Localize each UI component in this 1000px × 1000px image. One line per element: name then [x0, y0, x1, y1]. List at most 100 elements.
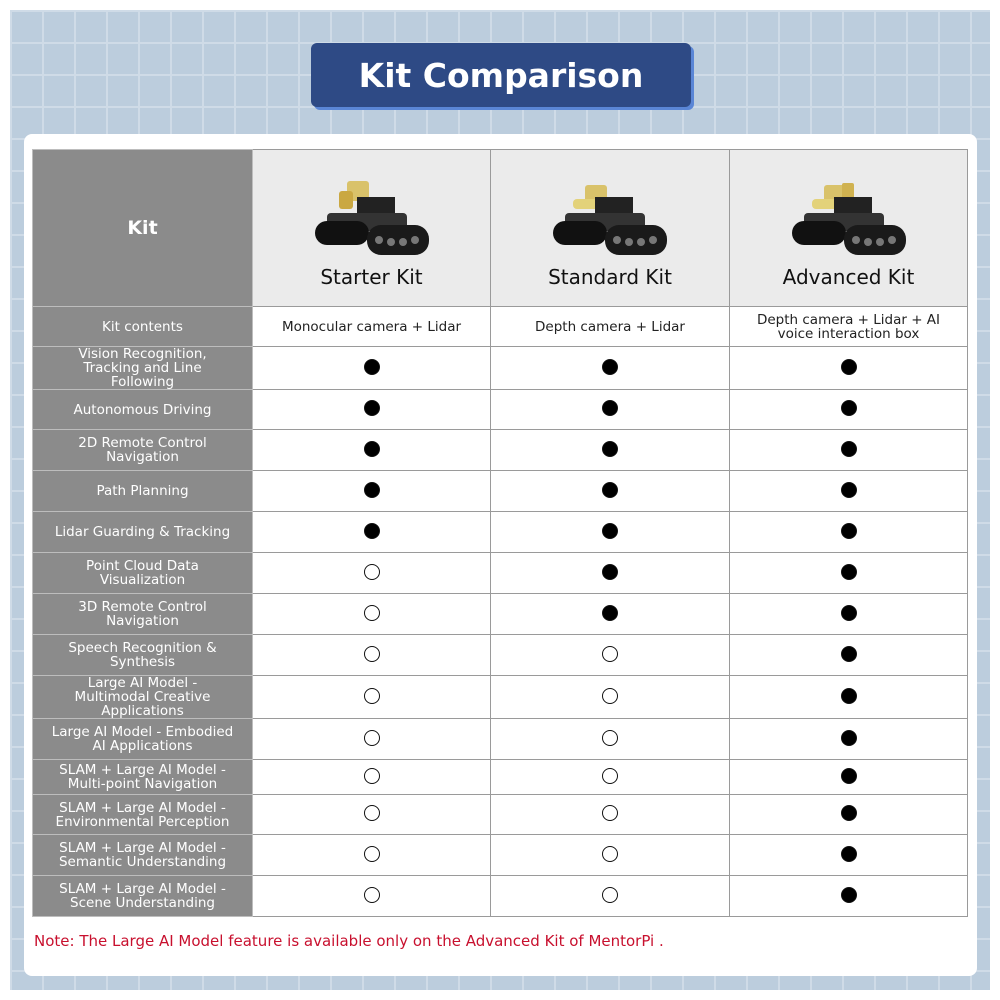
support-cell — [252, 389, 491, 430]
support-cell — [252, 675, 491, 719]
feature-row: Speech Recognition & Synthesis — [32, 634, 968, 676]
empty-circle-icon — [602, 687, 618, 704]
kit-name: Advanced Kit — [782, 264, 915, 289]
filled-circle-icon — [840, 358, 857, 375]
empty-circle-icon — [363, 563, 380, 580]
support-cell — [729, 675, 968, 719]
filled-circle-icon — [602, 400, 618, 416]
feature-label: SLAM + Large AI Model - Semantic Underst… — [32, 834, 253, 876]
support-cell — [490, 552, 730, 594]
support-cell — [252, 794, 491, 835]
kit-contents-row: Kit contents Monocular camera + Lidar Dep… — [32, 306, 968, 347]
support-cell — [490, 718, 730, 760]
support-cell — [729, 634, 968, 676]
feature-label: SLAM + Large AI Model - Scene Understand… — [32, 875, 253, 917]
feature-label: 3D Remote Control Navigation — [32, 593, 253, 635]
empty-circle-icon — [602, 805, 618, 821]
support-cell — [490, 470, 730, 512]
footnote: Note: The Large AI Model feature is avai… — [34, 932, 664, 950]
feature-label: Point Cloud Data Visualization — [32, 552, 253, 594]
filled-circle-icon — [840, 440, 857, 457]
feature-label: Path Planning — [32, 470, 253, 512]
filled-circle-icon — [602, 563, 618, 580]
feature-row: 2D Remote Control Navigation — [32, 429, 968, 471]
filled-circle-icon — [840, 886, 857, 903]
feature-row: SLAM + Large AI Model - Scene Understand… — [32, 875, 968, 917]
feature-label: Vision Recognition, Tracking and Line Fo… — [32, 346, 253, 390]
feature-label: 2D Remote Control Navigation — [32, 429, 253, 471]
filled-circle-icon — [840, 687, 857, 704]
support-cell — [490, 511, 730, 553]
support-cell — [252, 552, 491, 594]
filled-circle-icon — [363, 400, 380, 416]
support-cell — [490, 794, 730, 835]
support-cell — [252, 511, 491, 553]
filled-circle-icon — [363, 440, 380, 457]
support-cell — [729, 470, 968, 512]
feature-label: SLAM + Large AI Model - Multi-point Navi… — [32, 759, 253, 795]
support-cell — [252, 759, 491, 795]
empty-circle-icon — [363, 886, 380, 903]
support-cell — [252, 718, 491, 760]
filled-circle-icon — [840, 563, 857, 580]
filled-circle-icon — [840, 645, 857, 662]
support-cell — [490, 593, 730, 635]
filled-circle-icon — [363, 481, 380, 498]
feature-label: Large AI Model - Multimodal Creative App… — [32, 675, 253, 719]
feature-row: Vision Recognition, Tracking and Line Fo… — [32, 346, 968, 390]
robot-kit-image — [791, 182, 906, 255]
filled-circle-icon — [363, 522, 380, 539]
support-cell — [729, 346, 968, 390]
support-cell — [490, 346, 730, 390]
support-cell — [490, 634, 730, 676]
robot-kit-image — [314, 180, 429, 255]
feature-label: Autonomous Driving — [32, 389, 253, 430]
support-cell — [490, 429, 730, 471]
feature-row: 3D Remote Control Navigation — [32, 593, 968, 635]
kit-name: Starter Kit — [320, 264, 423, 289]
feature-label: Speech Recognition & Synthesis — [32, 634, 253, 676]
filled-circle-icon — [602, 440, 618, 457]
feature-row: SLAM + Large AI Model - Environmental Pe… — [32, 794, 968, 835]
support-cell — [252, 593, 491, 635]
support-cell — [490, 834, 730, 876]
feature-row: SLAM + Large AI Model - Multi-point Navi… — [32, 759, 968, 795]
feature-row: SLAM + Large AI Model - Semantic Underst… — [32, 834, 968, 876]
feature-label: Large AI Model - Embodied AI Application… — [32, 718, 253, 760]
support-cell — [490, 759, 730, 795]
support-cell — [252, 834, 491, 876]
support-cell — [729, 389, 968, 430]
filled-circle-icon — [840, 845, 857, 862]
empty-circle-icon — [363, 845, 380, 862]
empty-circle-icon — [602, 767, 618, 784]
kit-contents-cell: Depth camera + Lidar — [490, 306, 730, 347]
kit-contents-cell: Depth camera + Lidar + AI voice interact… — [729, 306, 968, 347]
support-cell — [729, 794, 968, 835]
comparison-table: Kit Starter Kit Standard Kit Advanced Ki… — [32, 149, 968, 917]
filled-circle-icon — [602, 604, 618, 621]
empty-circle-icon — [363, 729, 380, 746]
kit-header-label: Kit — [32, 149, 253, 307]
support-cell — [729, 759, 968, 795]
filled-circle-icon — [840, 522, 857, 539]
support-cell — [252, 470, 491, 512]
support-cell — [490, 675, 730, 719]
empty-circle-icon — [363, 767, 380, 784]
support-cell — [490, 389, 730, 430]
empty-circle-icon — [363, 604, 380, 621]
kit-header-2: Advanced Kit — [729, 149, 968, 307]
filled-circle-icon — [840, 767, 857, 784]
kit-header-1: Standard Kit — [490, 149, 730, 307]
support-cell — [729, 429, 968, 471]
filled-circle-icon — [840, 805, 857, 821]
feature-row: Path Planning — [32, 470, 968, 512]
robot-kit-image — [553, 184, 667, 255]
feature-row: Autonomous Driving — [32, 389, 968, 430]
kit-header-0: Starter Kit — [252, 149, 491, 307]
filled-circle-icon — [840, 481, 857, 498]
support-cell — [252, 429, 491, 471]
empty-circle-icon — [363, 645, 380, 662]
empty-circle-icon — [602, 845, 618, 862]
page-title: Kit Comparison — [311, 43, 691, 107]
support-cell — [729, 552, 968, 594]
